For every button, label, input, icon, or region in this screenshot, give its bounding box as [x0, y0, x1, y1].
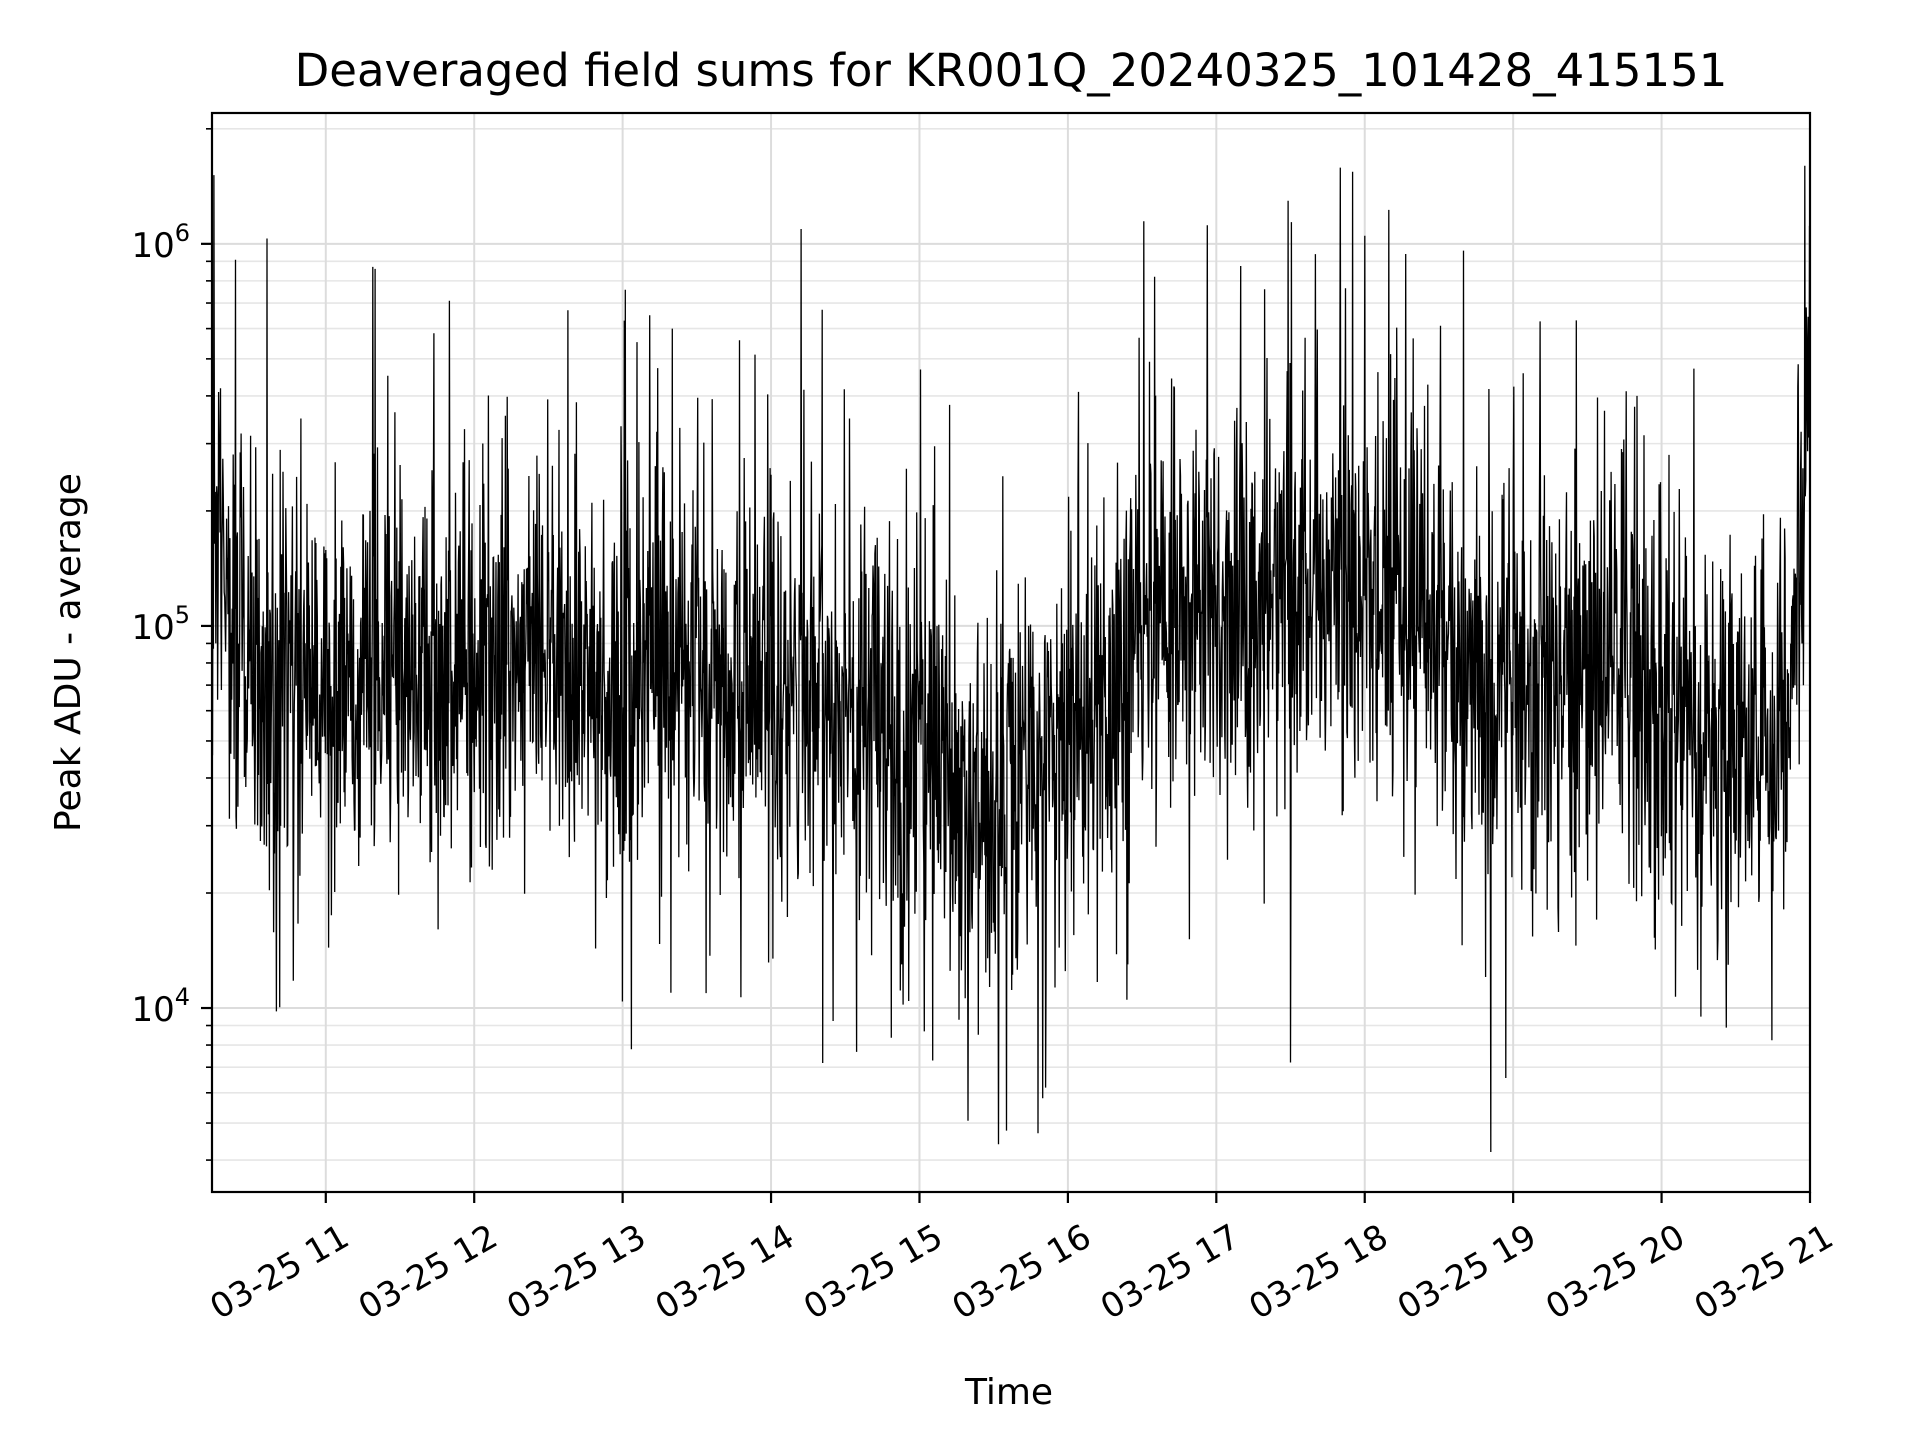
y-tick-label: 104: [131, 983, 190, 1030]
y-tick-label: 106: [131, 219, 190, 266]
y-axis-label: Peak ADU - average: [48, 473, 89, 832]
y-axis-ticks: 104 105 106: [131, 128, 212, 1161]
chart-title: Deaveraged field sums for KR001Q_2024032…: [295, 44, 1728, 97]
plot-frame: [210, 111, 1812, 1194]
series-layer: [211, 165, 1811, 1153]
y-tick-label: 105: [131, 601, 190, 648]
series-line: [211, 165, 1811, 1153]
x-axis-label: Time: [964, 1372, 1053, 1413]
